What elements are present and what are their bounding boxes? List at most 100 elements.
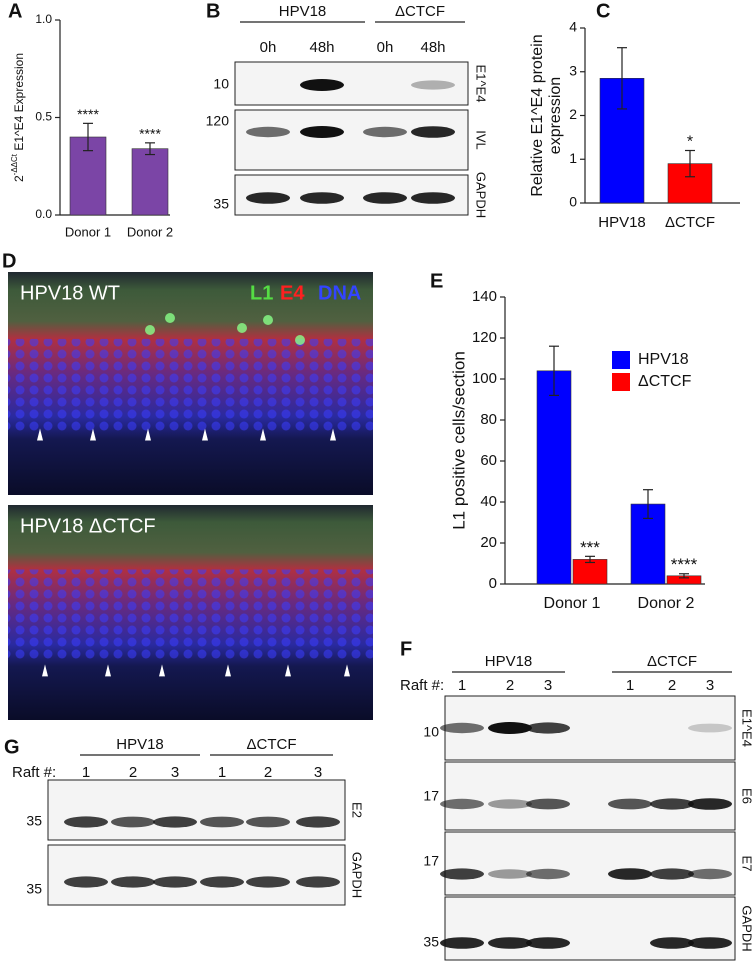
blot-panel <box>47 779 346 841</box>
lane-label: 48h <box>309 39 334 56</box>
mw-marker: 17 <box>423 788 439 804</box>
significance: **** <box>139 126 161 142</box>
l1-signal <box>237 323 247 333</box>
x-tick-label: Donor 1 <box>544 595 601 612</box>
error-bar <box>679 573 689 579</box>
mw-marker: 35 <box>26 813 42 829</box>
y-tick-label: 0 <box>569 194 577 210</box>
lane-label: 1 <box>458 677 466 694</box>
lane-prefix: Raft #: <box>12 764 56 781</box>
band <box>440 937 484 949</box>
arrowhead <box>225 664 231 677</box>
l1-signal <box>295 335 305 345</box>
panel-letter: D <box>2 250 16 272</box>
mw-marker: 10 <box>213 76 229 92</box>
x-tick-label: Donor 2 <box>127 224 173 239</box>
band <box>111 876 155 888</box>
y-axis-label: L1 positive cells/section <box>449 351 468 530</box>
l1-signal <box>263 315 273 325</box>
arrowhead <box>145 428 151 441</box>
y-axis-label-exponent: -ΔΔCt <box>10 153 19 175</box>
row-label: E2 <box>350 802 365 818</box>
lane-label: 2 <box>668 677 676 694</box>
arrowhead <box>330 428 336 441</box>
band <box>488 799 532 809</box>
y-tick-label: 0.0 <box>35 207 52 221</box>
y-tick-label: 20 <box>480 534 497 551</box>
band <box>411 192 455 204</box>
band <box>650 868 694 880</box>
lane-label: 2 <box>129 764 137 781</box>
panel-letter: E <box>430 270 443 292</box>
band <box>488 869 532 879</box>
band <box>296 816 340 828</box>
blot-panel <box>47 844 346 906</box>
row-label: E1^E4 <box>740 709 752 747</box>
row-label: GAPDH <box>350 852 365 898</box>
row-label: E6 <box>740 788 752 804</box>
lane-label: 48h <box>420 39 445 56</box>
arrowhead <box>159 664 165 677</box>
lane-label: 0h <box>377 39 394 56</box>
lane-label: 2 <box>506 677 514 694</box>
arrowhead <box>285 664 291 677</box>
row-label: IVL <box>474 130 489 150</box>
arrowhead <box>90 428 96 441</box>
panel-letter: A <box>8 0 22 22</box>
y-axis-label: 2-ΔΔCt E1^E4 Expression <box>10 53 26 182</box>
legend-swatch <box>612 351 630 369</box>
mw-marker: 35 <box>423 934 439 950</box>
x-tick-label: Donor 1 <box>65 224 111 239</box>
x-tick-label: HPV18 <box>598 214 646 231</box>
panel-letter: B <box>206 0 220 22</box>
blot-panel <box>444 896 736 961</box>
band <box>411 126 455 138</box>
band <box>246 876 290 888</box>
band <box>296 876 340 888</box>
lane-label: 1 <box>626 677 634 694</box>
arrowhead <box>202 428 208 441</box>
band <box>440 868 484 880</box>
l1-signal <box>145 325 155 335</box>
l1-signal <box>165 313 175 323</box>
mw-marker: 35 <box>213 196 229 212</box>
band <box>440 798 484 810</box>
blot-panel <box>444 761 736 831</box>
band <box>526 798 570 810</box>
lane-prefix: Raft #: <box>400 677 444 694</box>
band <box>246 192 290 204</box>
group-label: HPV18 <box>279 3 327 20</box>
row-label: GAPDH <box>740 905 752 951</box>
band <box>64 816 108 828</box>
micrograph-label: HPV18 WT <box>20 282 120 304</box>
y-tick-label: 3 <box>569 62 577 78</box>
lane-label: 3 <box>544 677 552 694</box>
lane-label: 3 <box>706 677 714 694</box>
significance: **** <box>77 106 99 122</box>
y-tick-label: 60 <box>480 452 497 469</box>
mw-marker: 120 <box>206 113 230 129</box>
lane-label: 0h <box>260 39 277 56</box>
stain-label: E4 <box>280 282 305 304</box>
band <box>688 723 732 733</box>
mw-marker: 17 <box>423 853 439 869</box>
row-label: GAPDH <box>474 172 489 218</box>
band <box>688 798 732 810</box>
panel-letter: C <box>596 0 610 22</box>
y-tick-label: 2 <box>569 106 577 122</box>
x-tick-label: ΔCTCF <box>665 214 715 231</box>
y-axis-label: Relative E1^E4 protein <box>529 34 546 196</box>
band <box>440 722 484 734</box>
band <box>300 79 344 91</box>
band <box>64 876 108 888</box>
legend-label: ΔCTCF <box>638 373 692 390</box>
band <box>363 126 407 138</box>
error-bar <box>685 149 695 178</box>
y-tick-label: 1.0 <box>35 12 52 26</box>
mw-marker: 35 <box>26 881 42 897</box>
y-axis-label: expression <box>547 77 564 154</box>
error-bar <box>145 142 155 156</box>
x-tick-label: Donor 2 <box>638 595 695 612</box>
lane-label: 2 <box>264 764 272 781</box>
arrowhead <box>260 428 266 441</box>
